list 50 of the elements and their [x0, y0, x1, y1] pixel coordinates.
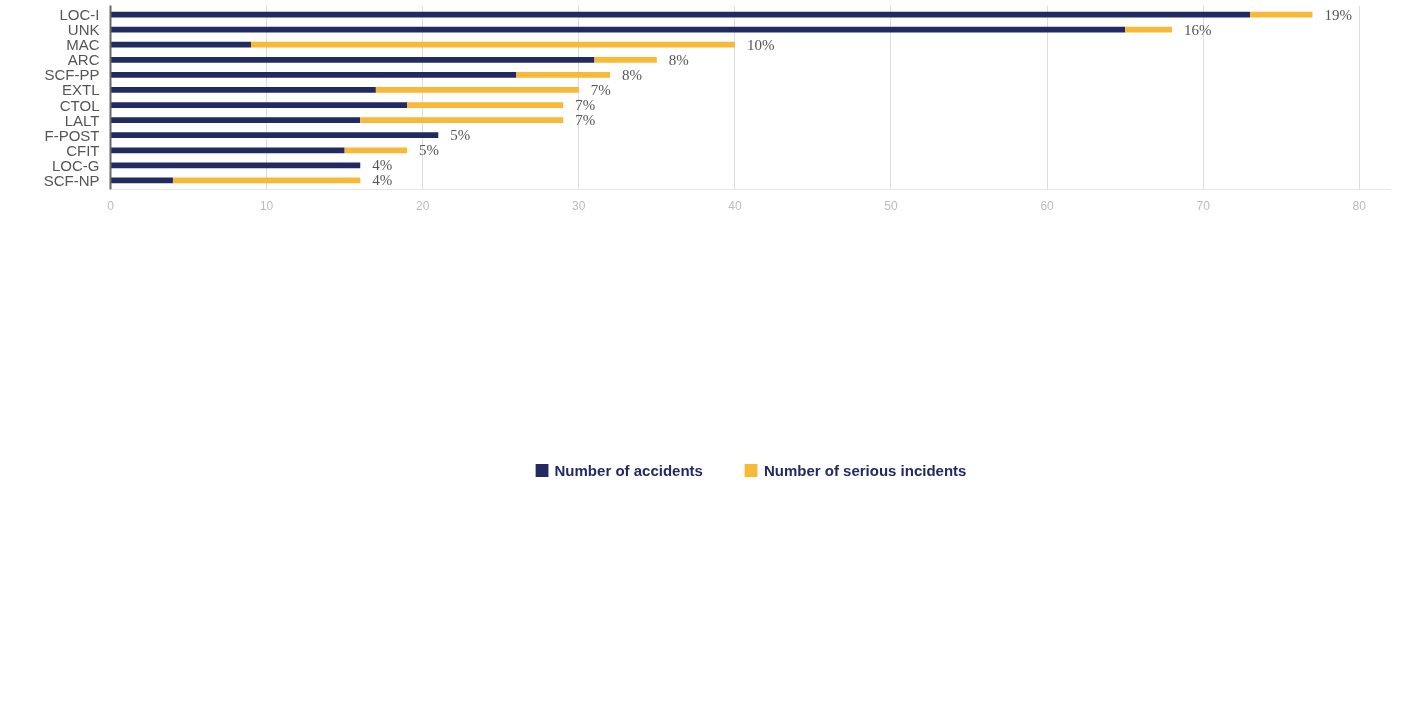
annotation: 4% — [372, 172, 393, 189]
y-tick-label: ARC — [67, 51, 100, 69]
y-tick-label: LALT — [64, 111, 100, 129]
annotation: 5% — [419, 142, 440, 159]
x-tick-label: 40 — [728, 198, 742, 213]
x-tick-label: 60 — [1040, 198, 1055, 213]
bar — [344, 147, 408, 154]
bar — [407, 102, 564, 108]
bar — [516, 72, 611, 78]
y-tick-label: CTOL — [59, 96, 100, 114]
x-tick-label: 50 — [884, 198, 898, 213]
annotation: 16% — [1183, 21, 1212, 38]
annotation: 7% — [590, 81, 611, 98]
bar — [110, 87, 376, 93]
bar — [110, 56, 595, 63]
bar — [594, 56, 657, 63]
legend-label: Number of accidents — [554, 461, 703, 479]
y-tick-label: LOC-G — [52, 156, 100, 174]
y-tick-label: CFIT — [66, 141, 100, 159]
y-tick-label: MAC — [66, 36, 100, 54]
x-tick-label: 10 — [259, 198, 274, 213]
x-tick-label: 0 — [107, 198, 115, 213]
x-tick-label: 70 — [1196, 198, 1211, 213]
bar — [110, 117, 361, 123]
y-tick-label: EXTL — [61, 81, 100, 99]
y-tick-label: SCF-PP — [44, 66, 100, 84]
annotation: 19% — [1324, 6, 1352, 23]
annotation: 4% — [372, 157, 393, 174]
annotation: 8% — [668, 51, 689, 68]
y-tick-label: SCF-NP — [43, 171, 100, 189]
bar — [110, 147, 345, 154]
annotation: 8% — [622, 66, 643, 83]
bar — [110, 41, 251, 48]
x-tick-label: 20 — [416, 198, 430, 213]
annotation: 10% — [746, 36, 775, 53]
bar — [110, 132, 439, 139]
y-tick-label: UNK — [67, 21, 100, 39]
bar — [250, 41, 735, 48]
annotation: 5% — [450, 127, 471, 144]
bar — [375, 87, 579, 93]
bar — [110, 72, 517, 78]
x-tick-label: 80 — [1352, 198, 1367, 213]
y-tick-label: LOC-I — [59, 6, 100, 24]
bar — [360, 117, 564, 123]
legend-label: Number of serious incidents — [763, 461, 967, 479]
annotation: 7% — [575, 97, 596, 114]
x-tick-label: 30 — [572, 198, 586, 213]
annotation: 7% — [575, 112, 596, 129]
bar — [110, 102, 408, 108]
y-tick-label: F-POST — [44, 126, 100, 144]
